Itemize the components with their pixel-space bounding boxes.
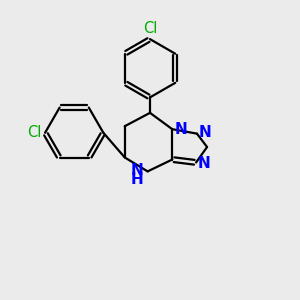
- Text: N: N: [198, 125, 211, 140]
- Text: N: N: [130, 163, 143, 178]
- Text: Cl: Cl: [27, 125, 41, 140]
- Text: N: N: [175, 122, 188, 137]
- Text: N: N: [197, 156, 210, 171]
- Text: H: H: [130, 172, 143, 187]
- Text: Cl: Cl: [143, 21, 157, 36]
